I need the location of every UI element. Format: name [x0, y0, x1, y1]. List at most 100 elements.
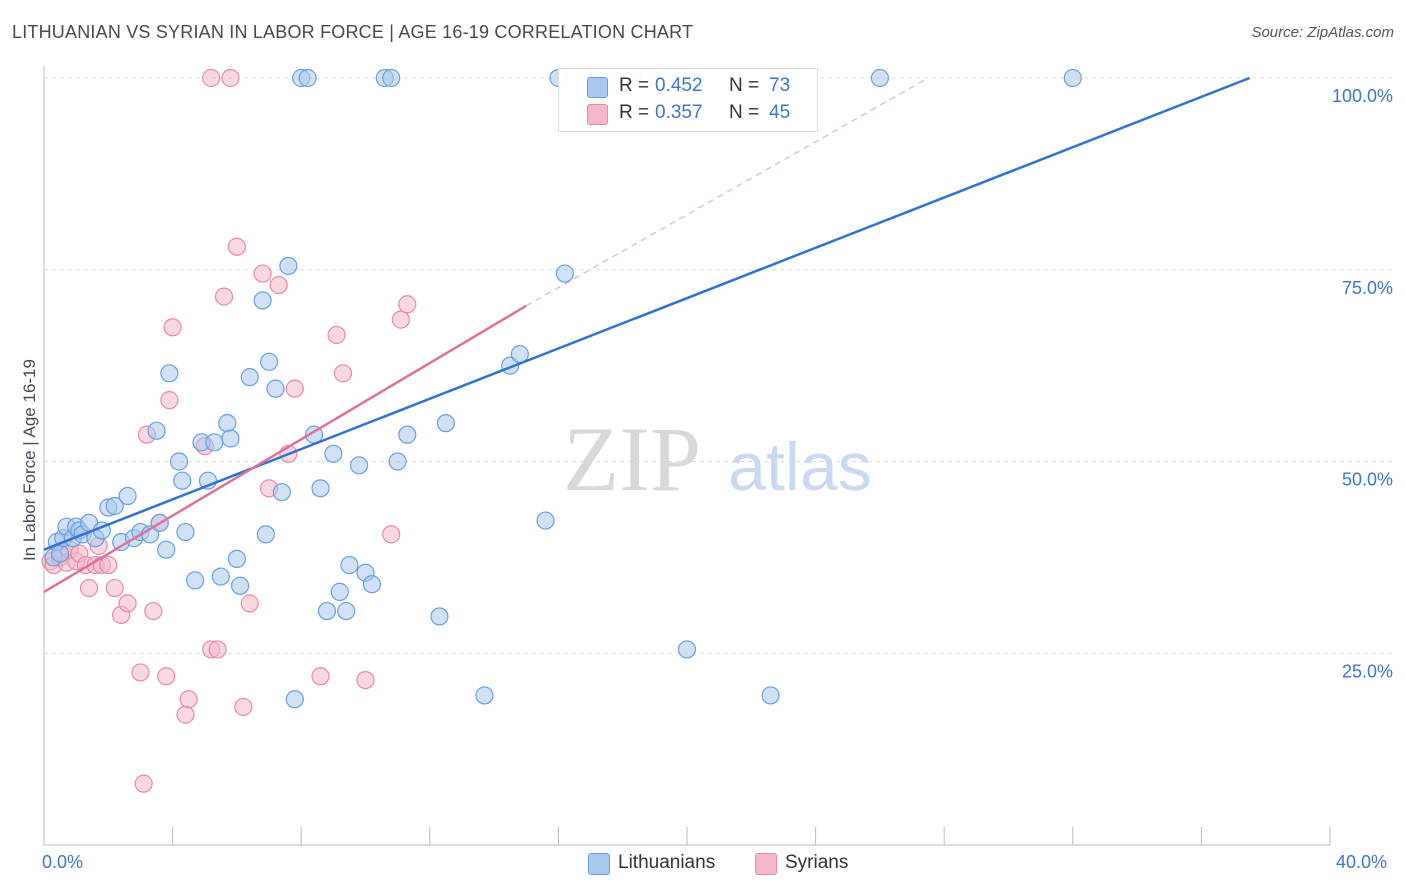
- lithuanian-point: [218, 414, 237, 433]
- lithuanian-point: [388, 452, 407, 471]
- lithuanian-point: [211, 567, 230, 586]
- lithuanian-point: [317, 601, 337, 621]
- syrian-point: [391, 310, 410, 329]
- syrian-point: [118, 594, 137, 613]
- watermark-atlas: atlas: [728, 429, 872, 505]
- stats-legend: R = 0.452 N = 73 R = 0.357 N = 45: [558, 68, 818, 132]
- legend-swatch-blue: [588, 853, 610, 875]
- syrian-point: [398, 295, 417, 314]
- legend-r-value: 0.357: [655, 102, 703, 123]
- lithuanian-point: [298, 68, 317, 88]
- syrian-point: [327, 325, 346, 345]
- grid: [43, 66, 1392, 846]
- syrian-point: [253, 264, 272, 283]
- lithuanian-point: [761, 686, 780, 705]
- lithuanian-point: [475, 686, 494, 705]
- lithuanian-point: [398, 425, 417, 444]
- lithuanian-points: [44, 68, 1082, 709]
- x-tick-min: 0.0%: [42, 852, 84, 872]
- syrian-point: [105, 578, 124, 598]
- trend-lines: [43, 76, 1251, 593]
- y-tick-label: 50.0%: [1342, 470, 1393, 490]
- syrian-point: [160, 391, 179, 410]
- syrian-point: [144, 601, 163, 621]
- lithuanian-point: [205, 433, 224, 452]
- lithuanian-point: [337, 601, 356, 621]
- y-tick-label: 25.0%: [1342, 661, 1393, 681]
- syrian-point: [240, 594, 259, 613]
- syrian-point: [79, 578, 99, 598]
- lithuanian-point: [50, 544, 70, 563]
- y-tick-labels: 25.0% 50.0% 75.0% 100.0%: [1332, 86, 1393, 681]
- syrian-point: [157, 667, 176, 686]
- lithuanian-point: [677, 640, 697, 659]
- syrian-point: [227, 237, 246, 256]
- lithuanian-point: [227, 549, 246, 569]
- lithuanian-point: [105, 496, 124, 516]
- lithuanian-point: [221, 429, 240, 448]
- lithuanian-point: [118, 486, 137, 506]
- x-tick-max: 40.0%: [1336, 852, 1388, 872]
- source-credit: Source: ZipAtlas.com: [1251, 24, 1394, 41]
- legend-r-value: 0.452: [655, 75, 703, 96]
- legend-r-label: R =: [619, 102, 650, 123]
- lithuanian-point: [157, 540, 176, 559]
- y-tick-label: 100.0%: [1332, 86, 1393, 106]
- lithuanian-point: [259, 352, 279, 371]
- legend-swatch-pink: [587, 104, 608, 125]
- lithuanian-point: [324, 444, 343, 463]
- syrian-point: [333, 364, 353, 383]
- legend-r-label: R =: [619, 75, 650, 96]
- syrian-point: [202, 68, 221, 88]
- syrian-point: [356, 670, 375, 690]
- lithuanian-point: [186, 571, 205, 590]
- y-tick-label: 75.0%: [1342, 278, 1393, 298]
- lithuanian-point: [169, 452, 189, 471]
- lithuanian-point: [430, 607, 449, 626]
- lithuanian-point: [340, 555, 359, 575]
- syrian-point: [234, 697, 253, 717]
- lithuanian-point: [1063, 68, 1082, 88]
- lithuanian-point: [272, 483, 292, 502]
- syrian-point: [214, 287, 234, 306]
- y-axis-label: In Labor Force | Age 16-19: [20, 359, 39, 561]
- lithuanian-point: [231, 576, 250, 595]
- lithuanian-point: [349, 456, 369, 475]
- legend-n-label: N =: [729, 75, 760, 96]
- lithuanian-point: [536, 511, 555, 530]
- lithuanian-point: [362, 575, 382, 594]
- chart-title: LITHUANIAN VS SYRIAN IN LABOR FORCE | AG…: [12, 22, 694, 42]
- legend-label: Syrians: [785, 852, 849, 873]
- lithuanian-point: [240, 368, 259, 387]
- lithuanian-point: [173, 471, 192, 490]
- lithuanian-point: [555, 264, 574, 283]
- lithuanian-point: [256, 525, 275, 544]
- lithuanian-point: [160, 364, 179, 383]
- syrian-point: [269, 275, 288, 295]
- lithuanian-point: [266, 379, 285, 398]
- syrian-point: [131, 663, 150, 682]
- lithuanian-point: [253, 291, 272, 310]
- syrian-point: [382, 525, 401, 544]
- syrian-point: [311, 667, 330, 686]
- lithuanian-point: [285, 690, 304, 709]
- syrian-point: [163, 318, 182, 337]
- lithuanian-point: [279, 256, 298, 276]
- syrian-trend-line: [43, 304, 527, 593]
- syrian-point: [208, 640, 227, 659]
- lithuanian-point: [870, 68, 890, 88]
- lithuanian-point: [147, 421, 166, 440]
- legend-swatch-blue: [587, 77, 608, 98]
- legend-label: Lithuanians: [618, 852, 716, 873]
- syrian-point: [285, 379, 304, 398]
- lithuanian-point: [436, 414, 455, 433]
- legend-n-value: 45: [769, 102, 791, 123]
- legend-n-value: 73: [769, 75, 791, 96]
- syrian-point: [179, 690, 198, 709]
- watermark-zip: ZIP: [563, 408, 701, 510]
- lithuanian-point: [382, 68, 401, 88]
- lithuanian-trend-line: [43, 76, 1251, 551]
- lithuanian-point: [330, 582, 349, 601]
- lithuanian-point: [311, 479, 330, 498]
